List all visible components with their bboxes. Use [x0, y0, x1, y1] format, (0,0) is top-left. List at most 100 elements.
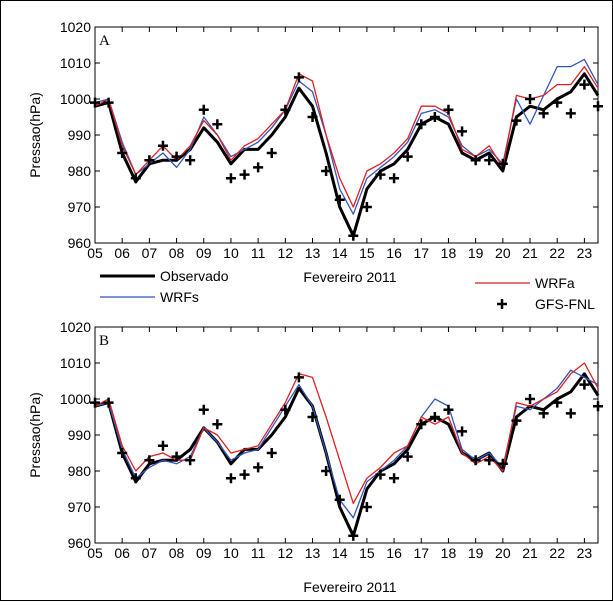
panel-label: A	[99, 33, 110, 49]
plus-marker	[348, 230, 359, 241]
y-tick-label: 990	[68, 427, 92, 443]
plus-marker	[280, 104, 291, 115]
series-line	[94, 372, 600, 538]
y-tick-label: 990	[68, 127, 92, 143]
plus-marker	[443, 404, 454, 415]
x-tick-label: 14	[332, 245, 348, 261]
x-tick-label: 20	[495, 245, 511, 261]
plus-marker	[103, 397, 114, 408]
x-tick-label: 21	[522, 245, 538, 261]
plus-marker	[90, 397, 100, 408]
x-tick-label: 16	[386, 545, 402, 561]
plus-marker	[579, 79, 590, 90]
x-tick-label: 12	[278, 545, 294, 561]
plus-marker	[579, 379, 590, 390]
plus-marker	[103, 97, 114, 108]
legend-label: Observado	[160, 268, 229, 284]
plus-marker	[497, 158, 508, 169]
plus-marker	[334, 194, 345, 205]
y-tick-label: 970	[68, 499, 92, 515]
x-tick-label: 18	[441, 545, 457, 561]
series-line	[94, 362, 599, 505]
plus-marker	[117, 148, 128, 158]
y-tick-label: 960	[68, 235, 92, 251]
plus-marker	[144, 155, 155, 166]
plus-marker	[307, 112, 318, 122]
plus-marker	[117, 448, 128, 458]
plus-marker	[361, 502, 372, 512]
plus-marker	[375, 169, 386, 180]
plus-marker	[389, 473, 400, 484]
plus-marker	[429, 112, 440, 122]
plus-marker	[198, 404, 209, 415]
plus-marker	[402, 151, 413, 162]
x-tick-label: 10	[223, 245, 239, 261]
plus-marker	[171, 151, 182, 162]
plus-marker	[470, 455, 481, 466]
plus-marker	[361, 202, 372, 212]
x-tick-label: 08	[169, 245, 185, 261]
plus-marker	[457, 426, 468, 437]
plus-marker	[266, 448, 277, 458]
plus-marker	[293, 72, 304, 83]
y-tick-label: 1000	[60, 391, 91, 407]
x-tick-label: 11	[251, 545, 266, 561]
x-tick-label: 13	[305, 245, 321, 261]
x-axis-label: Fevereiro 2011	[303, 579, 396, 595]
x-tick-label: 15	[359, 245, 375, 261]
x-tick-label: 16	[386, 245, 402, 261]
x-tick-label: 17	[413, 545, 429, 561]
plus-marker	[429, 412, 440, 422]
x-tick-label: 20	[495, 545, 511, 561]
x-tick-label: 21	[522, 545, 538, 561]
x-tick-label: 19	[468, 545, 484, 561]
plus-marker	[144, 455, 155, 466]
y-tick-label: 1000	[60, 91, 91, 107]
plus-marker	[375, 469, 386, 480]
plus-marker	[525, 94, 536, 104]
x-tick-label: 07	[142, 545, 158, 561]
x-tick-label: 18	[441, 245, 457, 261]
plus-marker	[239, 469, 250, 480]
x-tick-label: 10	[223, 545, 239, 561]
plus-marker	[538, 408, 549, 419]
plus-marker	[402, 451, 413, 462]
plus-marker	[225, 473, 236, 484]
x-tick-label: 07	[142, 245, 158, 261]
plus-marker	[280, 404, 291, 415]
plus-marker	[334, 494, 345, 505]
plus-marker	[484, 455, 495, 466]
x-tick-label: 08	[169, 545, 185, 561]
x-tick-label: 06	[114, 245, 130, 261]
legend-swatch	[497, 299, 507, 309]
y-axis-label: Pressao(hPa)	[27, 392, 43, 478]
plus-marker	[321, 166, 332, 176]
x-tick-label: 15	[359, 545, 375, 561]
x-tick-label: 12	[278, 245, 294, 261]
x-tick-label: 22	[549, 245, 565, 261]
plus-marker	[416, 119, 427, 130]
plus-marker	[130, 173, 141, 184]
plus-marker	[185, 155, 196, 166]
y-tick-label: 1020	[60, 319, 91, 335]
y-tick-label: 970	[68, 199, 92, 215]
plus-marker	[130, 473, 141, 484]
plus-marker	[307, 412, 318, 422]
plus-marker	[484, 155, 495, 166]
x-axis-label: Fevereiro 2011	[303, 269, 396, 285]
x-tick-label: 05	[87, 545, 103, 561]
y-tick-label: 1010	[60, 55, 91, 71]
legend-label: WRFa	[535, 275, 575, 291]
x-tick-label: 23	[577, 245, 593, 261]
plus-marker	[293, 372, 304, 383]
plus-marker	[321, 466, 332, 476]
plus-marker	[470, 155, 481, 166]
plus-marker	[565, 408, 576, 419]
plus-marker	[212, 419, 223, 430]
x-tick-label: 17	[413, 245, 429, 261]
plus-marker	[253, 462, 264, 473]
y-tick-label: 980	[68, 463, 92, 479]
plus-marker	[198, 104, 209, 115]
x-tick-label: 23	[577, 545, 593, 561]
